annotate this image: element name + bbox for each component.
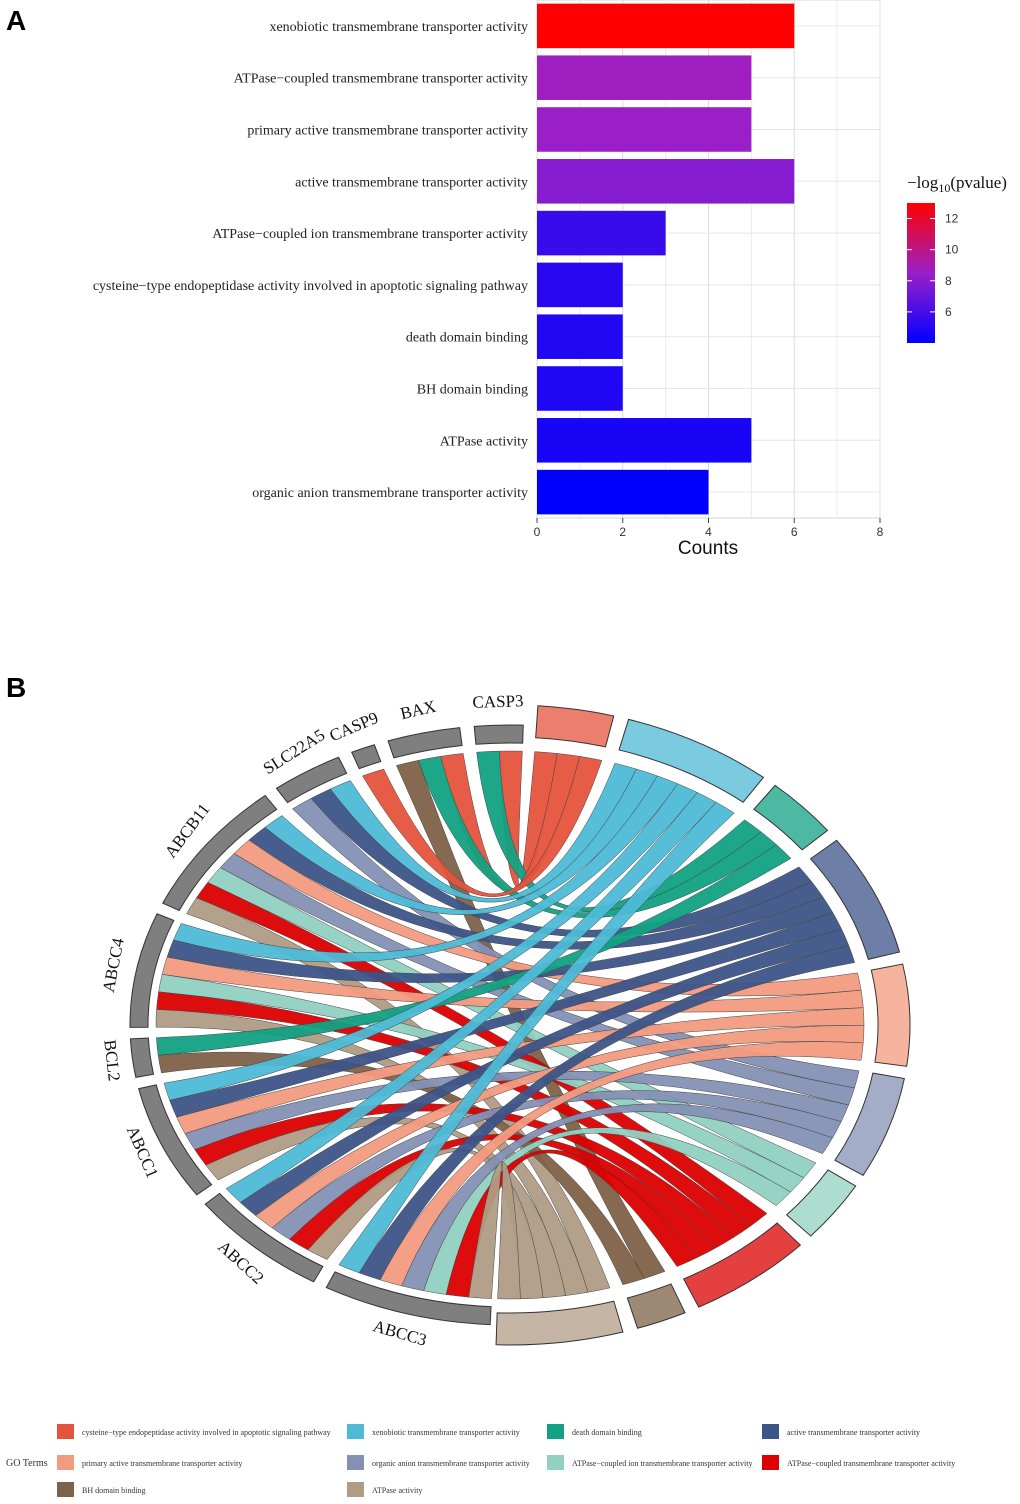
gene-arc <box>204 1192 324 1283</box>
term-arc <box>682 1222 802 1308</box>
bar <box>537 210 666 256</box>
colorbar-tick-label: 10 <box>945 243 959 257</box>
gene-arc <box>129 913 175 1028</box>
chord-ribbon <box>156 844 792 1056</box>
gene-arc <box>275 756 348 804</box>
legend-label: xenobiotic transmembrane transporter act… <box>372 1428 520 1437</box>
bar <box>537 3 795 49</box>
legend-label: cysteine−type endopeptidase activity inv… <box>82 1428 331 1437</box>
colorbar-tick-label: 12 <box>945 212 959 226</box>
category-label: ATPase activity <box>440 434 528 449</box>
category-label: organic anion transmembrane transporter … <box>252 486 528 501</box>
go-terms-legend: GO Terms cysteine−type endopeptidase act… <box>6 1424 955 1497</box>
legend-swatch <box>547 1424 564 1439</box>
bar <box>537 107 752 152</box>
chord-ribbon <box>338 801 735 1274</box>
legend-label: organic anion transmembrane transporter … <box>372 1459 530 1468</box>
gene-arcs <box>129 724 524 1326</box>
term-arc <box>809 839 901 960</box>
category-label: cysteine−type endopeptidase activity inv… <box>93 279 528 294</box>
x-tick-label: 8 <box>877 525 884 539</box>
legend-swatch <box>57 1424 74 1439</box>
term-arc <box>870 963 911 1067</box>
bar <box>537 469 709 515</box>
category-label: death domain binding <box>406 331 528 346</box>
category-label: active transmembrane transporter activit… <box>295 175 528 190</box>
chord-ribbon <box>379 1041 864 1287</box>
panel-b-chord-diagram: CASP3BAXCASP9SLC22A5ABCB11ABCC4BCL2ABCC1… <box>99 691 911 1350</box>
legend-swatch <box>347 1482 364 1497</box>
gene-label: BAX <box>398 697 437 724</box>
bar <box>537 262 623 308</box>
bars <box>537 3 795 515</box>
legend-swatch <box>762 1424 779 1439</box>
legend-swatch <box>347 1424 364 1439</box>
legend-swatch <box>57 1482 74 1497</box>
gene-label: CASP9 <box>327 708 381 745</box>
category-label: BH domain binding <box>417 383 528 398</box>
gene-label: BCL2 <box>100 1039 124 1082</box>
colorbar-tick-label: 6 <box>945 305 952 319</box>
legend-swatch <box>57 1455 74 1470</box>
legend-label: death domain binding <box>572 1428 642 1437</box>
colorbar-tick-label: 8 <box>945 274 952 288</box>
bar <box>537 418 752 463</box>
term-arc <box>495 1300 624 1346</box>
gene-arc <box>351 744 382 770</box>
x-tick-label: 4 <box>705 525 712 539</box>
legend-label: BH domain binding <box>82 1486 146 1495</box>
panel-a-bar-chart: xenobiotic transmembrane transporter act… <box>93 0 1007 559</box>
chord-ribbon <box>468 1161 521 1300</box>
term-arc <box>834 1072 905 1176</box>
bar <box>537 55 752 100</box>
legend-swatch <box>762 1455 779 1470</box>
category-label: xenobiotic transmembrane transporter act… <box>269 20 528 35</box>
panel-b-letter: B <box>6 672 26 703</box>
bar <box>537 314 623 359</box>
gene-arc <box>138 1084 213 1196</box>
x-tick-label: 2 <box>619 525 626 539</box>
colorbar <box>907 203 935 343</box>
bar <box>537 159 795 204</box>
legend-label: ATPase activity <box>372 1486 422 1495</box>
x-tick-label: 6 <box>791 525 798 539</box>
category-label: ATPase−coupled ion transmembrane transpo… <box>212 227 528 242</box>
legend-label: ATPase−coupled ion transmembrane transpo… <box>572 1459 752 1468</box>
gene-label: CASP3 <box>472 691 524 712</box>
legend-title: GO Terms <box>6 1458 48 1469</box>
x-axis-ticks: 0 2 4 6 8 <box>534 518 884 539</box>
gene-arc <box>129 1037 155 1078</box>
category-label: primary active transmembrane transporter… <box>247 124 528 139</box>
colorbar-ticks: 12 10 8 6 <box>907 212 959 319</box>
category-labels: xenobiotic transmembrane transporter act… <box>93 20 528 501</box>
gene-label: ABCC3 <box>371 1316 429 1349</box>
gene-arc <box>325 1271 492 1326</box>
chord-ribbon <box>358 945 856 1281</box>
bar <box>537 366 623 411</box>
gene-label: ABCC4 <box>99 936 128 994</box>
term-arc <box>535 705 615 748</box>
panel-a-letter: A <box>6 5 26 36</box>
legend-swatch <box>347 1455 364 1470</box>
term-arcs <box>495 705 911 1346</box>
gene-arc <box>473 724 524 745</box>
gene-arc <box>162 794 278 912</box>
chord-ribbon <box>362 756 603 897</box>
category-label: ATPase−coupled transmembrane transporter… <box>234 72 528 87</box>
legend-label: active transmembrane transporter activit… <box>787 1428 920 1437</box>
x-axis-title: Counts <box>678 538 738 559</box>
legend-label: primary active transmembrane transporter… <box>82 1459 242 1468</box>
x-tick-label: 0 <box>534 525 541 539</box>
legend-label: ATPase−coupled transmembrane transporter… <box>787 1459 955 1468</box>
term-arc <box>626 1283 686 1329</box>
gene-arc <box>387 727 463 759</box>
term-arc <box>618 718 765 803</box>
colorbar-title: −log10(pvalue) <box>907 173 1007 195</box>
term-arc <box>753 784 829 851</box>
term-arc <box>785 1169 857 1237</box>
legend-swatch <box>547 1455 564 1470</box>
chord-ribbons <box>155 750 865 1300</box>
